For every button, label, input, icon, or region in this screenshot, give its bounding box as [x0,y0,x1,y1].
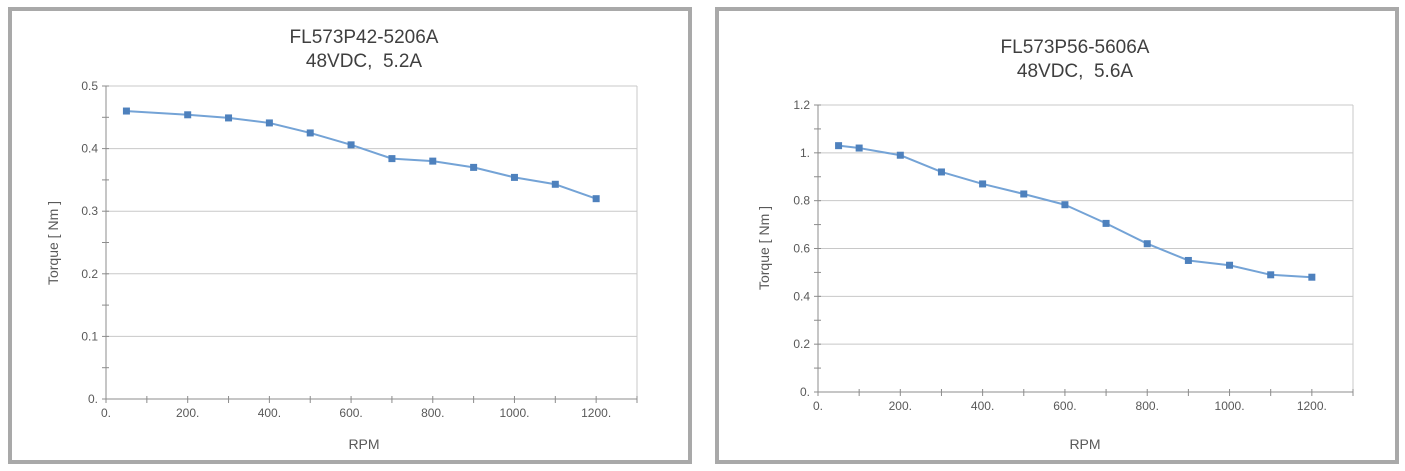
x-tick-label: 0. [101,406,111,420]
data-point-marker [265,119,273,127]
plot-area: 0. 0.2 0.4 0.6 0.8 1. 1.2 0. 200. 400. 600. 800. 100… [793,98,1354,413]
data-point-marker [1020,190,1028,198]
torque-rpm-chart-fl573p56: FL573P56-5606A 48VDC, 5.6A Torque [ Nm ]… [756,37,1354,452]
y-tick-label: 0.3 [81,204,98,218]
data-point-marker [1226,261,1234,269]
x-tick-label: 200. [889,399,912,413]
chart-title: FL573P42-5206A [290,27,439,48]
data-point-marker [1102,219,1110,227]
data-point-marker [979,180,987,188]
x-tick-label: 800. [421,406,444,420]
y-tick-label: 0. [88,392,98,406]
chart-subtitle: 48VDC, 5.6A [1017,61,1133,82]
x-tick-label: 400. [971,399,994,413]
x-tick-label: 1000. [499,406,529,420]
y-tick-label: 0.5 [81,79,98,93]
y-axis-title: Torque [ Nm ] [45,201,61,285]
y-tick-label: 0.6 [793,242,810,256]
x-tick-label: 0. [813,399,823,413]
series-line [125,110,598,200]
y-tick-label: 0.1 [81,329,98,343]
y-tick-label: 0.2 [81,267,98,281]
series-line [837,144,1313,279]
x-tick-label: 600. [1053,399,1076,413]
chart-panel-fl573p42: FL573P42-5206A 48VDC, 5.2A Torque [ Nm ]… [8,7,692,464]
data-point-marker [306,129,314,137]
y-tick-label: 0. [800,385,810,399]
torque-rpm-chart-fl573p42: FL573P42-5206A 48VDC, 5.2A Torque [ Nm ]… [45,27,638,452]
y-tick-label: 0.2 [793,337,810,351]
data-point-marker [1143,240,1151,248]
data-point-marker [937,168,945,176]
data-point-marker [896,151,904,159]
data-point-marker [470,163,478,171]
data-point-marker [122,107,130,115]
data-point-marker [551,180,559,188]
data-point-marker [347,141,355,149]
chart-title: FL573P56-5606A [1001,37,1150,58]
chart-subtitle: 48VDC, 5.2A [306,51,422,72]
data-point-marker [510,173,518,181]
plot-area: 0. 0.1 0.2 0.3 0.4 0.5 0. 200. 400. 600. 800. 1000.… [81,79,638,420]
x-tick-label: 1000. [1215,399,1245,413]
x-tick-label: 400. [258,406,281,420]
x-axis-title: RPM [348,436,379,452]
data-point-marker [429,157,437,165]
x-tick-label: 600. [339,406,362,420]
data-point-marker [1267,271,1275,279]
y-tick-label: 1.2 [793,98,810,112]
y-tick-label: 0.4 [81,142,98,156]
y-axis-title: Torque [ Nm ] [756,206,772,290]
x-tick-label: 200. [176,406,199,420]
data-point-marker [388,155,396,163]
data-point-marker [1308,273,1316,281]
y-tick-label: 0.4 [793,289,810,303]
y-tick-label: 1. [800,146,810,160]
data-point-marker [184,111,192,119]
data-point-marker [225,114,233,122]
x-axis-title: RPM [1069,436,1100,452]
data-point-marker [1184,256,1192,264]
data-point-marker [1061,201,1069,209]
data-point-marker [835,142,843,150]
x-tick-label: 800. [1136,399,1159,413]
y-tick-label: 0.8 [793,194,810,208]
x-tick-label: 1200. [581,406,611,420]
chart-panel-fl573p56: FL573P56-5606A 48VDC, 5.6A Torque [ Nm ]… [715,7,1399,464]
data-point-marker [855,144,863,152]
x-tick-label: 1200. [1297,399,1327,413]
data-point-marker [592,195,600,203]
